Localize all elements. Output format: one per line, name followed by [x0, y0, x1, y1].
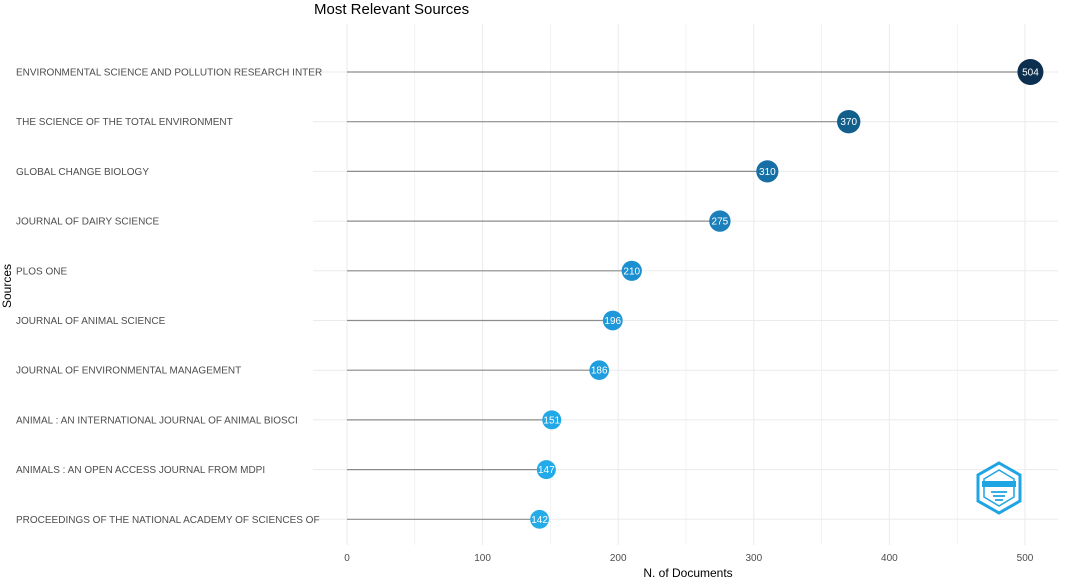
lollipop-dot — [621, 260, 642, 281]
category-label: GLOBAL CHANGE BIOLOGY — [16, 167, 149, 178]
lollipop-dot — [709, 210, 731, 232]
lollipop-dot — [756, 160, 779, 183]
lollipop-dot — [1017, 59, 1044, 85]
x-tick-labels: 0 100 200 300 400 500 — [344, 553, 1034, 564]
category-label: THE SCIENCE OF THE TOTAL ENVIRONMENT — [16, 117, 233, 128]
y-axis-title: Sources — [0, 264, 14, 308]
x-axis-title: N. of Documents — [643, 566, 732, 579]
x-tick-label: 300 — [745, 553, 762, 564]
dot-layer: 504 370 310 275 210 196 186 151 147 142 — [530, 59, 1044, 529]
category-label: PLOS ONE — [16, 266, 67, 277]
category-label: ENVIRONMENTAL SCIENCE AND POLLUTION RESE… — [16, 68, 322, 79]
category-label: JOURNAL OF ANIMAL SCIENCE — [16, 316, 166, 327]
category-label: PROCEEDINGS OF THE NATIONAL ACADEMY OF S… — [16, 515, 320, 526]
category-label: ANIMAL : AN INTERNATIONAL JOURNAL OF ANI… — [16, 415, 298, 426]
category-label: JOURNAL OF DAIRY SCIENCE — [16, 217, 160, 228]
x-tick-label: 400 — [881, 553, 898, 564]
data-label: 186 — [591, 366, 608, 377]
category-label: ANIMALS : AN OPEN ACCESS JOURNAL FROM MD… — [16, 465, 265, 476]
chart-title: Most Relevant Sources — [314, 1, 469, 18]
stem-layer — [347, 71, 1031, 520]
data-label: 151 — [543, 415, 560, 426]
category-labels: ENVIRONMENTAL SCIENCE AND POLLUTION RESE… — [16, 68, 322, 526]
data-label: 370 — [840, 117, 857, 128]
data-label: 196 — [604, 316, 621, 327]
lollipop-dot — [542, 410, 562, 430]
x-tick-label: 100 — [474, 553, 491, 564]
category-label: JOURNAL OF ENVIRONMENTAL MANAGEMENT — [16, 366, 241, 377]
bibliometrix-logo-icon — [976, 461, 1022, 515]
data-label: 310 — [759, 167, 776, 178]
lollipop-dot — [589, 360, 610, 381]
data-label: 147 — [538, 465, 555, 476]
data-label: 210 — [623, 266, 640, 277]
grid-layer — [313, 24, 1058, 545]
lollipop-dot — [536, 460, 556, 480]
x-tick-label: 0 — [344, 553, 350, 564]
x-tick-label: 200 — [610, 553, 627, 564]
lollipop-dot — [837, 110, 861, 134]
lollipop-dot — [530, 509, 549, 529]
data-label: 504 — [1022, 68, 1039, 79]
data-label: 142 — [531, 515, 548, 526]
x-tick-label: 500 — [1017, 553, 1034, 564]
lollipop-dot — [602, 310, 623, 331]
data-label: 275 — [712, 217, 729, 228]
